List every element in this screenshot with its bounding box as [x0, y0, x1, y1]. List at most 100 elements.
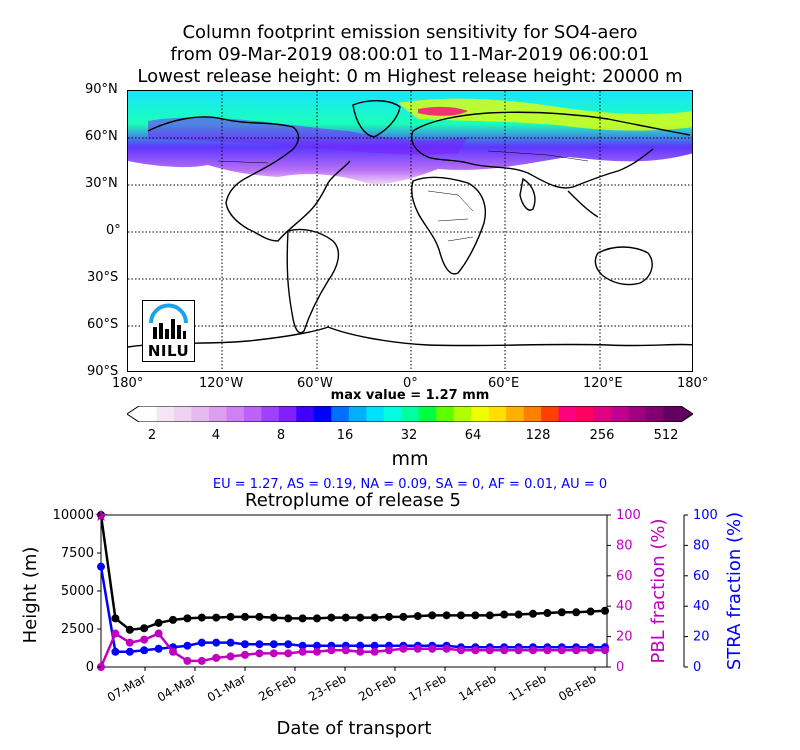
retroplume-title: Retroplume of release 5 [245, 490, 461, 511]
height-point [298, 614, 307, 623]
lon-tick: 60°E [488, 376, 520, 391]
y-axis-label: Height (m) [20, 547, 41, 644]
footprint-map [127, 90, 693, 372]
pbl-point [601, 646, 609, 655]
pbl-point [428, 644, 437, 653]
pbl-point [399, 644, 408, 653]
colorbar-cell [348, 406, 367, 422]
y-tick-label: 10000 [53, 508, 94, 523]
chart-title-line-3: Lowest release height: 0 m Highest relea… [137, 66, 683, 87]
plume-violet [148, 117, 468, 155]
height-point [284, 614, 293, 623]
colorbar-cell [278, 406, 297, 422]
stra-point [284, 640, 293, 649]
colorbar-cell [488, 406, 507, 422]
lon-tick: 0° [403, 376, 418, 391]
height-point [140, 624, 149, 633]
stra-point [226, 638, 235, 647]
pbl-point [255, 649, 264, 658]
x-axis-label: Date of transport [277, 718, 432, 739]
plume-core [398, 98, 692, 131]
pbl-tick-label: 80 [616, 538, 633, 553]
colorbar-cell [226, 406, 245, 422]
pbl-point [385, 646, 393, 655]
pbl-point [169, 647, 177, 656]
lat-tick: 0° [106, 223, 121, 238]
colorbar-cell [366, 406, 385, 422]
lon-tick: 180° [677, 376, 709, 391]
stra-point [269, 640, 278, 649]
colorbar-tick: 4 [211, 428, 221, 443]
colorbar-cell [208, 406, 227, 422]
chart-title-line-1: Column footprint emission sensitivity fo… [182, 22, 638, 43]
pbl-point [500, 646, 509, 655]
height-point [428, 611, 437, 620]
pbl-point [356, 647, 365, 656]
stra-point [255, 640, 264, 649]
x-tick-label: 08-Feb [556, 671, 598, 704]
height-point [241, 612, 249, 621]
height-point [269, 613, 278, 622]
tick-layer: 0 2500 5000 7500 10000 0 0 20 20 40 40 60 60 80 80 100 1… [53, 508, 718, 705]
height-point [313, 614, 321, 623]
colorbar-cell [646, 406, 665, 422]
colorbar-cell [173, 406, 192, 422]
pbl-point [298, 647, 307, 656]
height-point [169, 615, 177, 624]
colorbar-cell [593, 406, 612, 422]
x-tick-label: 26-Feb [256, 671, 298, 704]
map-canvas [128, 91, 692, 371]
colorbar-cell [261, 406, 280, 422]
pbl-tick-label: 60 [616, 569, 633, 584]
stra-point [370, 641, 379, 650]
stra-tick-label: 20 [693, 630, 710, 645]
pbl-point [471, 646, 480, 655]
pbl-point [514, 646, 523, 655]
pbl-point [529, 646, 537, 655]
pbl-point [341, 646, 350, 655]
pbl-tick-label: 0 [616, 660, 624, 675]
colorbar-min-arrow [127, 406, 139, 422]
height-point [586, 607, 595, 616]
y-tick-label: 2500 [61, 622, 94, 637]
lat-tick: 60°S [87, 317, 119, 332]
lat-tick: 90°S [87, 364, 119, 379]
y-tick-label: 7500 [61, 546, 94, 561]
x-tick-label: 04-Mar [155, 671, 199, 704]
x-tick-label: 01-Mar [205, 671, 249, 704]
height-point [183, 614, 192, 623]
colorbar-cell [611, 406, 630, 422]
colorbar-cell [418, 406, 437, 422]
nilu-logo-text: NILU [147, 342, 190, 360]
x-tick-label: 20-Feb [356, 671, 398, 704]
lat-tick: 90°N [85, 82, 118, 97]
retroplume-chart: ★ 0 2500 5000 7500 10000 0 0 20 20 40 40 60 60 80 80 10… [20, 506, 745, 739]
lon-tick: 120°W [199, 376, 244, 391]
colorbar-cell [576, 406, 595, 422]
pbl-tick-label: 20 [616, 630, 633, 645]
height-point [572, 608, 581, 617]
stra-tick-label: 60 [693, 569, 710, 584]
colorbar-tick: 512 [653, 428, 679, 443]
colorbar-cell [243, 406, 262, 422]
colorbar-cell [296, 406, 315, 422]
colorbar-cell [523, 406, 542, 422]
lat-tick: 60°N [85, 129, 118, 144]
chart-title-line-2: from 09-Mar-2019 08:00:01 to 11-Mar-2019… [170, 44, 650, 65]
height-point [370, 613, 379, 622]
height-point [385, 612, 393, 621]
pbl-point [543, 646, 552, 655]
country-borders [217, 150, 589, 242]
colorbar-cell [139, 406, 157, 422]
height-point [125, 625, 134, 634]
colorbar-tick: 32 [400, 428, 418, 443]
stra-tick-label: 80 [693, 538, 710, 553]
colorbar-cell [331, 406, 350, 422]
height-point [154, 618, 163, 627]
colorbar-tick: 8 [276, 428, 286, 443]
height-point [457, 611, 465, 620]
stra-point [97, 562, 105, 571]
height-point [529, 609, 537, 618]
height-point [327, 613, 336, 622]
stra-tick-label: 40 [693, 599, 710, 614]
